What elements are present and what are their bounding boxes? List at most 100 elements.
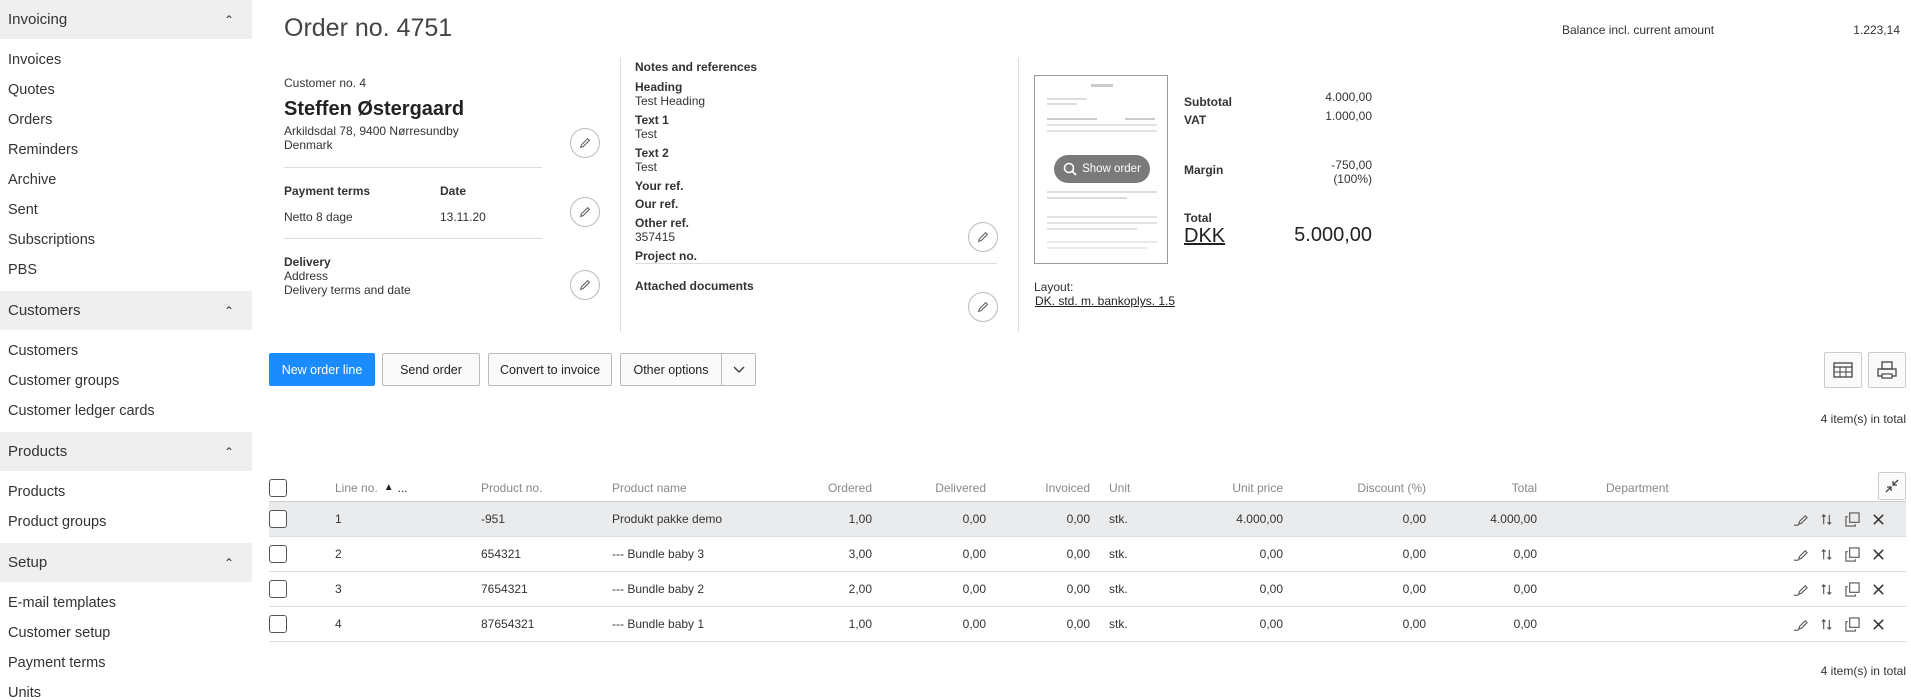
reorder-icon[interactable] [1818,511,1834,527]
edit-notes-button[interactable] [968,222,998,252]
table-row[interactable]: 1 -951 Produkt pakke demo 1,00 0,00 0,00… [269,502,1906,537]
sort-asc-icon: ▲ [383,482,394,493]
edit-terms-button[interactable] [570,197,600,227]
copy-icon[interactable] [1844,616,1860,632]
col-ordered[interactable]: Ordered [827,480,872,495]
col-department[interactable]: Department [1606,480,1669,495]
layout-label: Layout: [1034,280,1074,294]
cell-total: 0,00 [1513,617,1537,631]
row-checkbox[interactable] [269,580,287,598]
sidebar-header-setup[interactable]: Setup ⌃ [0,543,252,582]
col-unit[interactable]: Unit [1109,480,1131,495]
convert-to-invoice-button[interactable]: Convert to invoice [488,353,612,386]
row-checkbox[interactable] [269,615,287,633]
select-all-checkbox[interactable] [269,478,287,497]
sidebar-item-quotes[interactable]: Quotes [8,82,55,98]
sidebar-item-email-templates[interactable]: E-mail templates [8,595,116,611]
column-divider [620,58,621,332]
page-title: Order no. 4751 [284,14,453,42]
sidebar-section-products: Products ⌃ Products Product groups [0,432,252,543]
sidebar-item-customer-setup[interactable]: Customer setup [8,625,111,641]
send-order-button[interactable]: Send order [382,353,480,386]
cell-unit: stk. [1109,547,1128,561]
currency-link[interactable]: DKK [1184,225,1226,247]
sidebar-item-orders[interactable]: Orders [8,112,53,128]
sidebar-header-label: Setup [8,554,48,571]
new-order-line-button[interactable]: New order line [269,353,375,386]
edit-attachments-button[interactable] [968,292,998,322]
cell-unit-price: 0,00 [1259,617,1283,631]
sidebar-item-reminders[interactable]: Reminders [8,142,79,158]
text1-label: Text 1 [635,113,669,127]
cell-invoiced: 0,00 [1066,582,1090,596]
items-total-bottom: 4 item(s) in total [1820,664,1906,678]
sidebar-item-customers[interactable]: Customers [8,343,79,359]
sidebar-header-products[interactable]: Products ⌃ [0,432,252,471]
copy-icon[interactable] [1844,546,1860,562]
text2-value: Test [635,160,658,174]
col-invoiced[interactable]: Invoiced [1045,480,1090,495]
table-row[interactable]: 3 7654321 --- Bundle baby 2 2,00 0,00 0,… [269,572,1906,607]
column-divider [1018,58,1019,332]
copy-icon[interactable] [1844,581,1860,597]
col-product-no[interactable]: Product no. [481,480,543,495]
delete-icon[interactable] [1870,616,1886,632]
sidebar-item-customer-ledger-cards[interactable]: Customer ledger cards [8,403,155,419]
sidebar-item-payment-terms[interactable]: Payment terms [8,655,106,671]
sidebar-header-invoicing[interactable]: Invoicing ⌃ [0,0,252,39]
delete-icon[interactable] [1870,511,1886,527]
col-total[interactable]: Total [1511,480,1537,495]
row-checkbox[interactable] [269,510,287,528]
table-view-button[interactable] [1824,352,1862,388]
sidebar-item-subscriptions[interactable]: Subscriptions [8,232,96,248]
sort-more[interactable]: ... [397,480,408,495]
sidebar-item-archive[interactable]: Archive [8,172,57,188]
our-ref-label: Our ref. [635,197,679,211]
print-button[interactable] [1868,352,1906,388]
sidebar-item-sent[interactable]: Sent [8,202,38,218]
table-row[interactable]: 2 654321 --- Bundle baby 3 3,00 0,00 0,0… [269,537,1906,572]
cell-delivered: 0,00 [962,512,986,526]
row-checkbox[interactable] [269,545,287,563]
col-line-no[interactable]: Line no. ▲ ... [335,474,408,501]
order-lines-table: Line no. ▲ ... Product no. Product name … [269,472,1906,642]
copy-icon[interactable] [1844,511,1860,527]
divider [284,238,542,239]
table-row[interactable]: 4 87654321 --- Bundle baby 1 1,00 0,00 0… [269,607,1906,642]
delivery-label: Delivery [284,255,331,269]
edit-customer-button[interactable] [570,128,600,158]
sidebar-header-customers[interactable]: Customers ⌃ [0,291,252,330]
layout-link[interactable]: DK. std. m. bankoplys. 1.5 [1035,294,1176,308]
pencil-icon [977,231,989,243]
col-unit-price[interactable]: Unit price [1232,480,1283,495]
edit-delivery-button[interactable] [570,270,600,300]
reorder-icon[interactable] [1818,581,1834,597]
col-discount[interactable]: Discount (%) [1357,480,1426,495]
edit-line-icon[interactable] [1792,581,1808,597]
edit-line-icon[interactable] [1792,546,1808,562]
collapse-columns-button[interactable] [1878,472,1906,500]
sidebar-item-customer-groups[interactable]: Customer groups [8,373,120,389]
sidebar-item-product-groups[interactable]: Product groups [8,514,107,530]
edit-line-icon[interactable] [1792,616,1808,632]
reorder-icon[interactable] [1818,546,1834,562]
edit-line-icon[interactable] [1792,511,1808,527]
col-delivered[interactable]: Delivered [935,480,986,495]
delete-icon[interactable] [1870,546,1886,562]
other-options-dropdown[interactable]: Other options [620,353,756,386]
sidebar-item-invoices[interactable]: Invoices [8,52,62,68]
printer-icon [1877,361,1897,379]
show-order-button[interactable]: Show order [1054,155,1150,183]
table-icon [1833,362,1853,378]
sidebar-section-invoicing: Invoicing ⌃ Invoices Quotes Orders Remin… [0,0,252,291]
divider [284,167,542,168]
main-content: Order no. 4751 Balance incl. current amo… [252,0,1911,700]
sidebar-item-pbs[interactable]: PBS [8,262,38,278]
reorder-icon[interactable] [1818,616,1834,632]
sidebar-item-products[interactable]: Products [8,484,66,500]
delete-icon[interactable] [1870,581,1886,597]
sidebar-item-units[interactable]: Units [8,685,42,700]
delivery-terms: Delivery terms and date [284,283,411,297]
text2-label: Text 2 [635,146,669,160]
col-product-name[interactable]: Product name [612,480,687,495]
